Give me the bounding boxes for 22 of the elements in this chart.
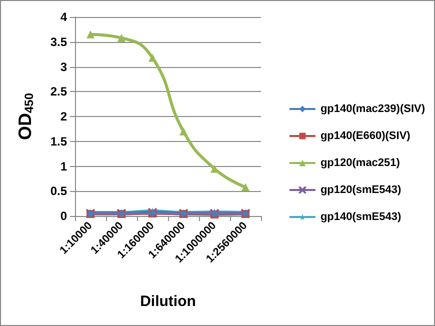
y-axis-title: OD450 (15, 92, 36, 140)
y-tick-label: 1 (60, 159, 68, 174)
legend-label: gp120(mac251) (320, 157, 400, 169)
y-tick-label: 3.5 (50, 34, 68, 49)
point (118, 34, 126, 42)
y-tick-label: 2 (60, 110, 68, 124)
point (242, 183, 250, 192)
point (86, 30, 94, 38)
y-tick-label: 1.5 (50, 134, 68, 148)
y-tick-label: 0.5 (50, 184, 68, 198)
x-axis-title: Dilution (140, 293, 196, 310)
y-tick-label: 0 (60, 209, 68, 223)
point (210, 164, 218, 173)
y-tick-label: 2.5 (50, 84, 68, 99)
legend-label: gp120(smE543) (320, 184, 402, 196)
point (148, 54, 156, 62)
y-tick-label: 3 (60, 60, 68, 74)
legend-label: gp140(smE543) (320, 211, 402, 223)
legend-label: gp140(E660)(SIV) (320, 130, 411, 142)
point (180, 127, 188, 136)
legend-label: gp140(mac239)(SIV) (320, 103, 426, 115)
y-tick-label: 4 (60, 10, 68, 24)
